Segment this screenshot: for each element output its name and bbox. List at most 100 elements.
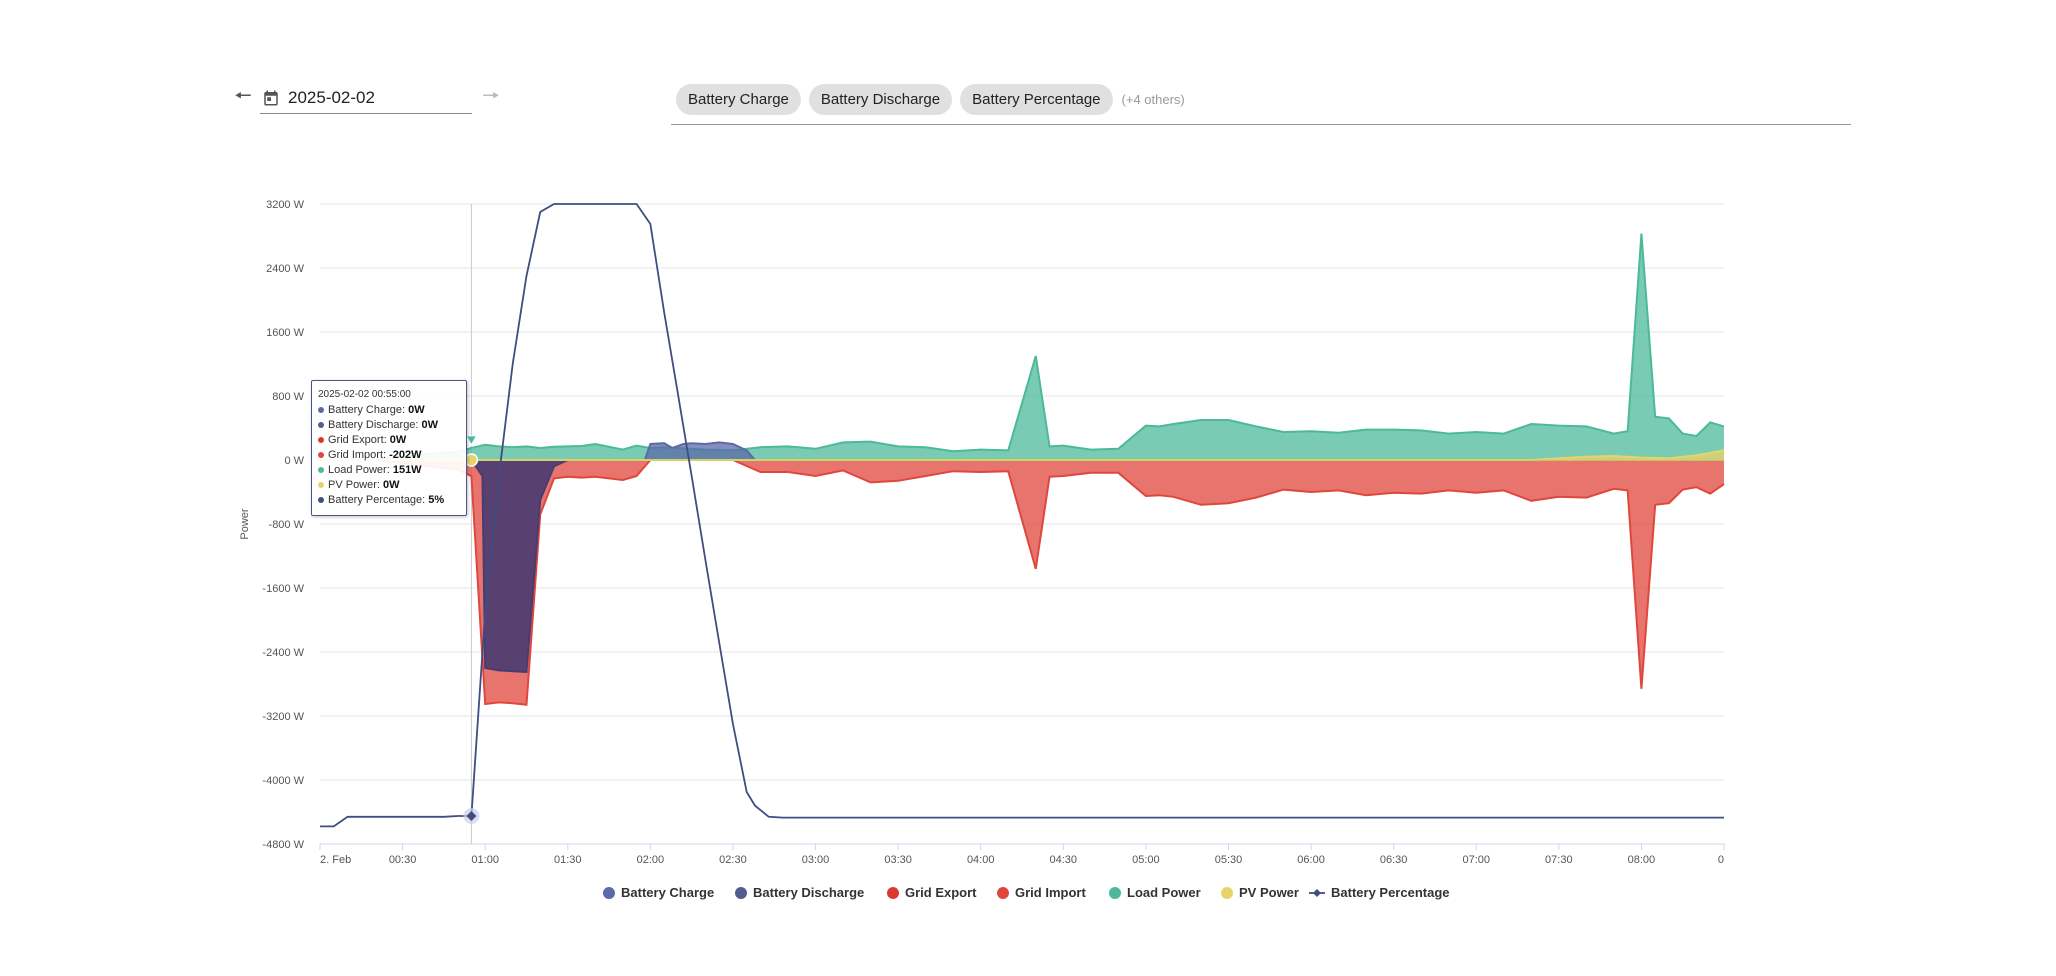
x-tick-label: 05:00	[1132, 854, 1160, 866]
load-power-line	[320, 233, 1725, 461]
legend-item-label: Grid Import	[1015, 885, 1086, 900]
y-tick-label: -3200 W	[262, 711, 304, 723]
tooltip-row: Battery Discharge: 0W	[318, 418, 460, 433]
battery-charge-line	[643, 441, 756, 461]
legend-symbol	[735, 887, 747, 899]
x-tick-label: 06:30	[1380, 854, 1408, 866]
x-tick-label: 01:00	[471, 854, 499, 866]
y-tick-label: 3200 W	[266, 199, 305, 211]
x-tick-label: 2. Feb	[320, 854, 351, 866]
tooltip-series-name: Grid Import:	[328, 449, 390, 461]
series-filter[interactable]: Battery Charge Battery Discharge Battery…	[671, 84, 1851, 125]
hover-marker-battery-percentage	[466, 811, 477, 821]
x-tick-label: 03:00	[802, 854, 830, 866]
load-power-area	[320, 233, 1724, 460]
tooltip-series-value: 0W	[389, 434, 407, 446]
tooltip-dot	[318, 467, 324, 474]
arrow-right-icon[interactable]: 🠖	[482, 85, 500, 107]
legend-symbol-marker	[1313, 889, 1321, 897]
battery-discharge-line	[470, 459, 569, 674]
x-tick-label: 03:30	[884, 854, 912, 866]
tooltip-series-name: PV Power:	[328, 479, 384, 491]
tooltip-series-name: Battery Percentage:	[328, 494, 429, 506]
tooltip-series-name: Load Power:	[328, 464, 393, 476]
x-tick-label: 07:30	[1545, 854, 1573, 866]
chip-more-label: (+4 others)	[1121, 92, 1185, 107]
y-tick-label: 0 W	[284, 455, 304, 467]
legend-item-label: Load Power	[1127, 885, 1201, 900]
tooltip-series-name: Battery Charge:	[328, 404, 409, 416]
y-tick-label: 800 W	[272, 391, 304, 403]
tooltip-series-value: 0W	[383, 479, 400, 491]
tooltip-series-name: Battery Discharge:	[328, 419, 422, 431]
x-tick-label: 04:00	[967, 854, 995, 866]
tooltip-series-value: 151W	[392, 464, 422, 476]
x-tick-label: 02:00	[637, 854, 665, 866]
tooltip-series-value: -202W	[389, 449, 422, 461]
legend-item-label: Grid Export	[905, 885, 977, 900]
y-tick-label: -4800 W	[262, 839, 304, 851]
x-tick-label: 07:00	[1462, 854, 1490, 866]
chip-battery-percentage[interactable]: Battery Percentage	[960, 84, 1113, 115]
tooltip-rows: Battery Charge: 0W Battery Discharge: 0W G…	[318, 403, 460, 508]
legend-symbol	[603, 887, 615, 899]
x-tick-label: 05:30	[1215, 854, 1243, 866]
hover-marker-load	[465, 435, 478, 446]
chip-battery-charge[interactable]: Battery Charge	[676, 84, 801, 115]
legend-symbol	[997, 887, 1009, 899]
x-tick-label: 00:30	[389, 854, 417, 866]
legend-item-label: Battery Charge	[621, 885, 714, 900]
y-axis-title: Power	[239, 508, 251, 540]
date-value[interactable]: 2025-02-02	[288, 87, 375, 107]
calendar-icon[interactable]	[262, 89, 280, 107]
legend-symbol	[1109, 887, 1121, 899]
x-tick-label: 02:30	[719, 854, 747, 866]
chip-battery-discharge[interactable]: Battery Discharge	[808, 84, 953, 115]
x-tick-label: 06:00	[1297, 854, 1325, 866]
date-navigation: 🠔 2025-02-02 🠖	[232, 82, 502, 114]
grid-import-line	[320, 459, 1725, 706]
tooltip-row: PV Power: 0W	[318, 478, 460, 493]
tooltip-dot	[318, 497, 324, 504]
legend-symbol	[1221, 887, 1233, 899]
y-tick-label: 1600 W	[266, 327, 305, 339]
arrow-left-icon[interactable]: 🠔	[234, 85, 252, 107]
legend-item-label: PV Power	[1239, 885, 1299, 900]
tooltip-row: Load Power: 151W	[318, 463, 460, 478]
legend-symbol	[887, 887, 899, 899]
tooltip-row: Battery Charge: 0W	[318, 403, 460, 418]
x-tick-label: 08:00	[1628, 854, 1656, 866]
y-tick-label: -2400 W	[262, 647, 304, 659]
hover-marker-pv	[464, 453, 479, 467]
x-tick-label: 04:30	[1050, 854, 1078, 866]
y-tick-label: -4000 W	[262, 775, 304, 787]
battery-charge-area	[644, 442, 755, 460]
date-field[interactable]: 2025-02-02	[260, 83, 472, 114]
tooltip-date: 2025-02-02 00:55:00	[318, 389, 411, 400]
tooltip-row: Grid Import: -202W	[318, 448, 460, 463]
tooltip-dot	[318, 422, 324, 429]
y-tick-label: -800 W	[269, 519, 305, 531]
grid-import-area	[320, 460, 1724, 705]
tooltip-series-name: Grid Export:	[328, 434, 390, 446]
tooltip-dot	[318, 482, 324, 489]
tooltip-dot	[318, 437, 324, 444]
battery-discharge-area	[471, 460, 568, 672]
x-tick-label: 01:30	[554, 854, 582, 866]
y-tick-label: 2400 W	[266, 263, 305, 275]
legend-item-label: Battery Discharge	[753, 885, 864, 900]
tooltip-series-value: 0W	[421, 419, 439, 431]
chart-tooltip: 2025-02-02 00:55:00 Battery Charge: 0W Ba…	[311, 380, 467, 516]
tooltip-row: Battery Percentage: 5%	[318, 493, 460, 508]
battery-percentage-line	[320, 203, 1724, 828]
x-tick-label: 0	[1718, 854, 1724, 866]
y-tick-label: -1600 W	[262, 583, 304, 595]
pv-power-area	[320, 450, 1724, 460]
tooltip-dot	[318, 407, 324, 414]
tooltip-series-value: 5%	[428, 494, 445, 506]
tooltip-row: Grid Export: 0W	[318, 433, 460, 448]
tooltip-dot	[318, 452, 324, 459]
tooltip-series-value: 0W	[408, 404, 425, 416]
legend-item-label: Battery Percentage	[1331, 885, 1450, 900]
